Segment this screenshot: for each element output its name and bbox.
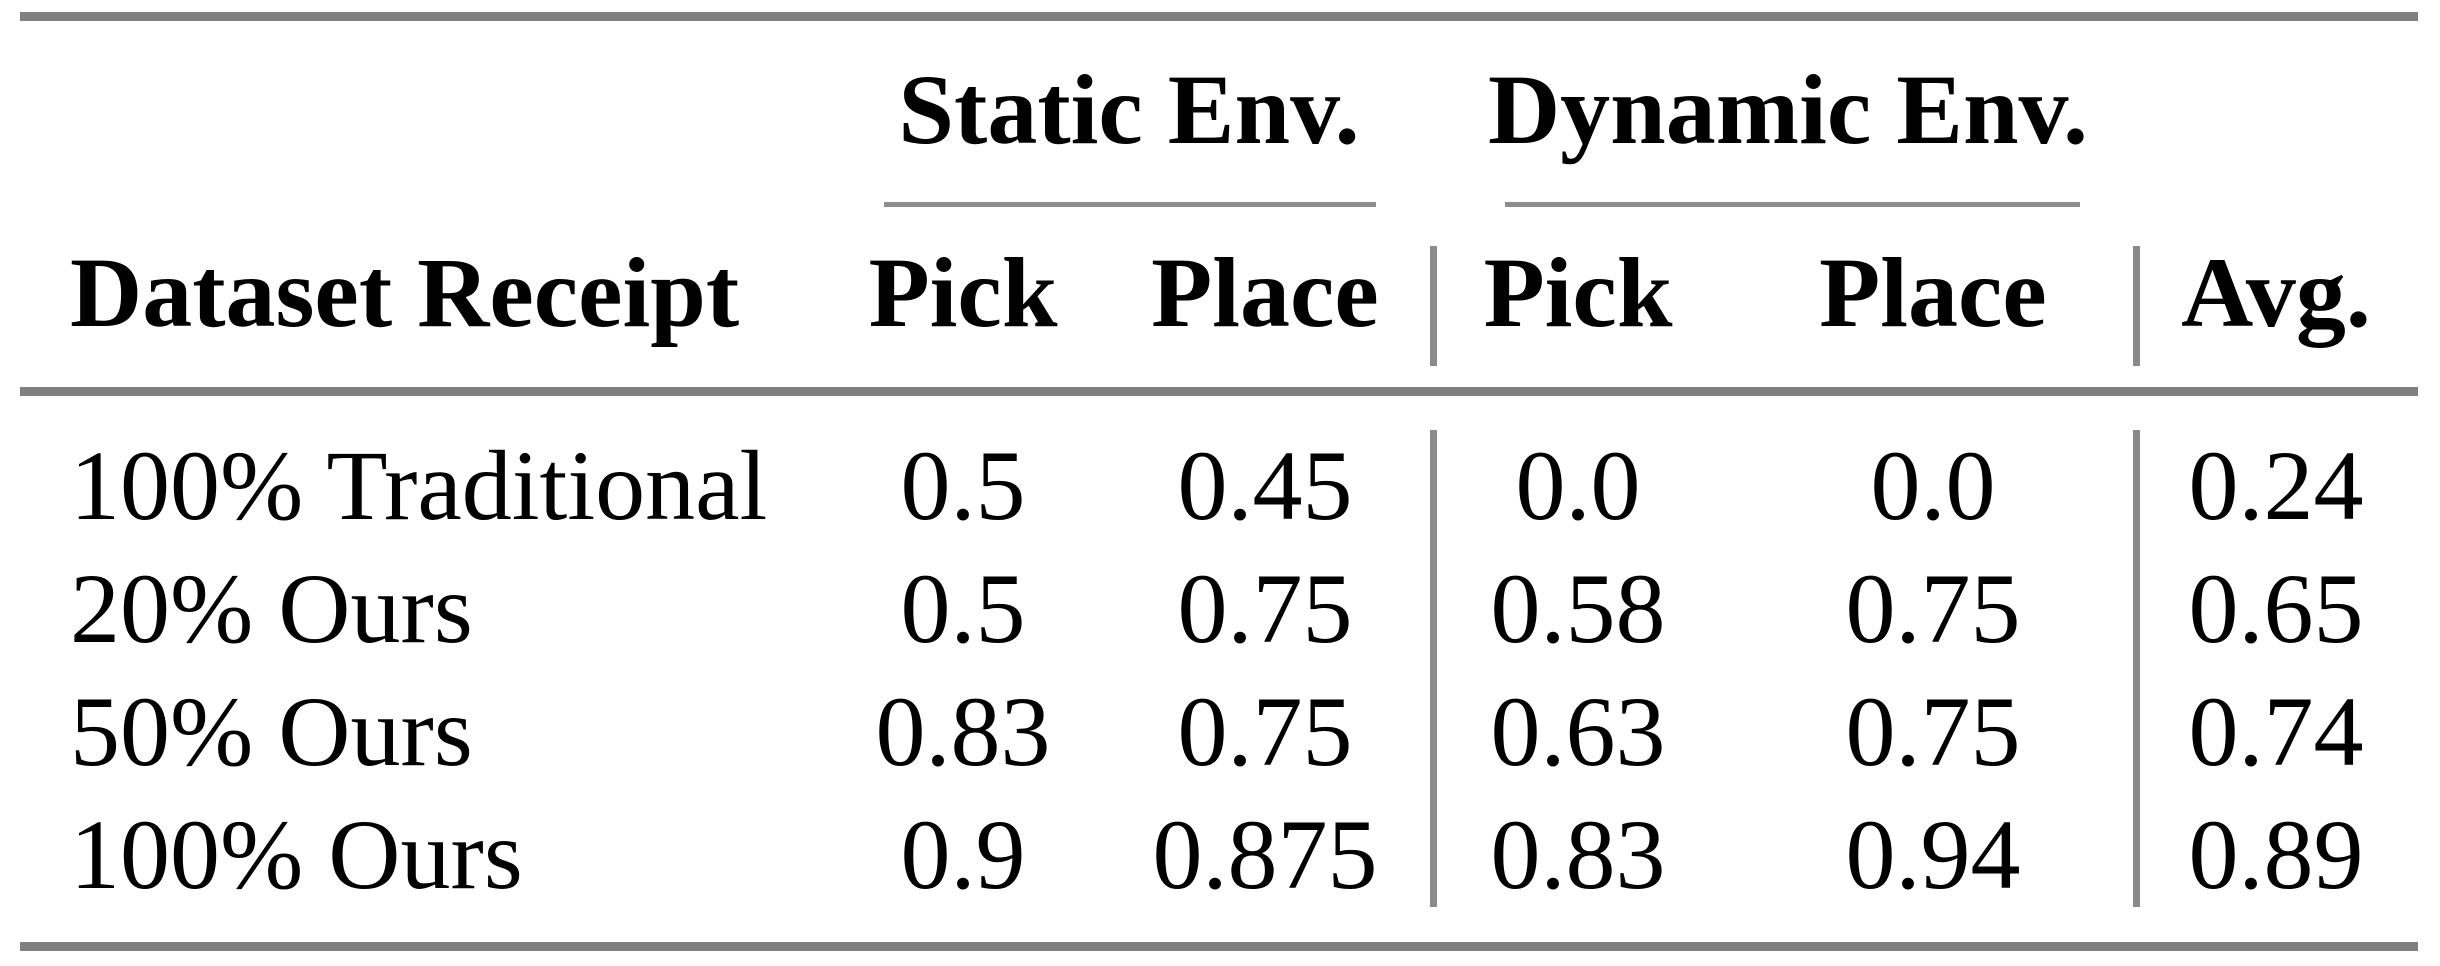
row-label: 100% Traditional: [70, 430, 768, 541]
header-vertical-separator-2: [2133, 246, 2140, 366]
data-vertical-separator-1: [1430, 430, 1437, 907]
header-dynamic-pick: Pick: [1483, 237, 1673, 348]
cell-dynamic-place: 0.75: [1845, 553, 2021, 664]
data-vertical-separator-2: [2133, 430, 2140, 907]
header-avg: Avg.: [2181, 237, 2371, 348]
cell-static-pick: 0.83: [875, 676, 1051, 787]
cell-avg: 0.74: [2188, 676, 2364, 787]
bottom-rule: [20, 942, 2418, 951]
cell-static-pick: 0.5: [900, 553, 1026, 664]
cell-avg: 0.24: [2188, 430, 2364, 541]
cell-avg: 0.65: [2188, 553, 2364, 664]
cell-static-place: 0.875: [1152, 799, 1378, 910]
cell-dynamic-pick: 0.58: [1490, 553, 1666, 664]
row-label: 100% Ours: [70, 799, 523, 910]
table-row: 50% Ours 0.83 0.75 0.63 0.75 0.74: [0, 677, 2440, 787]
table-row: 100% Traditional 0.5 0.45 0.0 0.0 0.24: [0, 431, 2440, 541]
dynamic-env-cmidrule: [1505, 202, 2080, 207]
static-env-group-header: Static Env.: [898, 54, 1360, 165]
cell-dynamic-pick: 0.0: [1515, 430, 1641, 541]
cell-static-pick: 0.9: [900, 799, 1026, 910]
row-label: 20% Ours: [70, 553, 473, 664]
header-vertical-separator-1: [1430, 246, 1437, 366]
cell-dynamic-place: 0.0: [1870, 430, 1996, 541]
header-dynamic-place: Place: [1819, 237, 2047, 348]
cell-avg: 0.89: [2188, 799, 2364, 910]
header-static-place: Place: [1151, 237, 1379, 348]
top-rule: [20, 12, 2418, 21]
table-row: 100% Ours 0.9 0.875 0.83 0.94 0.89: [0, 800, 2440, 910]
header-static-pick: Pick: [868, 237, 1058, 348]
dynamic-env-group-header: Dynamic Env.: [1487, 54, 2089, 165]
table-row: 20% Ours 0.5 0.75 0.58 0.75 0.65: [0, 554, 2440, 664]
cell-static-place: 0.45: [1177, 430, 1353, 541]
cell-dynamic-pick: 0.83: [1490, 799, 1666, 910]
cell-static-place: 0.75: [1177, 553, 1353, 664]
header-dataset-receipt: Dataset Receipt: [70, 237, 740, 348]
cell-dynamic-place: 0.75: [1845, 676, 2021, 787]
cell-static-place: 0.75: [1177, 676, 1353, 787]
cell-dynamic-pick: 0.63: [1490, 676, 1666, 787]
column-header-row: Dataset Receipt Pick Place Pick Place Av…: [0, 238, 2440, 348]
row-label: 50% Ours: [70, 676, 473, 787]
cell-dynamic-place: 0.94: [1845, 799, 2021, 910]
group-header-row: Static Env. Dynamic Env.: [0, 55, 2440, 165]
mid-rule: [20, 387, 2418, 396]
cell-static-pick: 0.5: [900, 430, 1026, 541]
static-env-cmidrule: [884, 202, 1376, 207]
